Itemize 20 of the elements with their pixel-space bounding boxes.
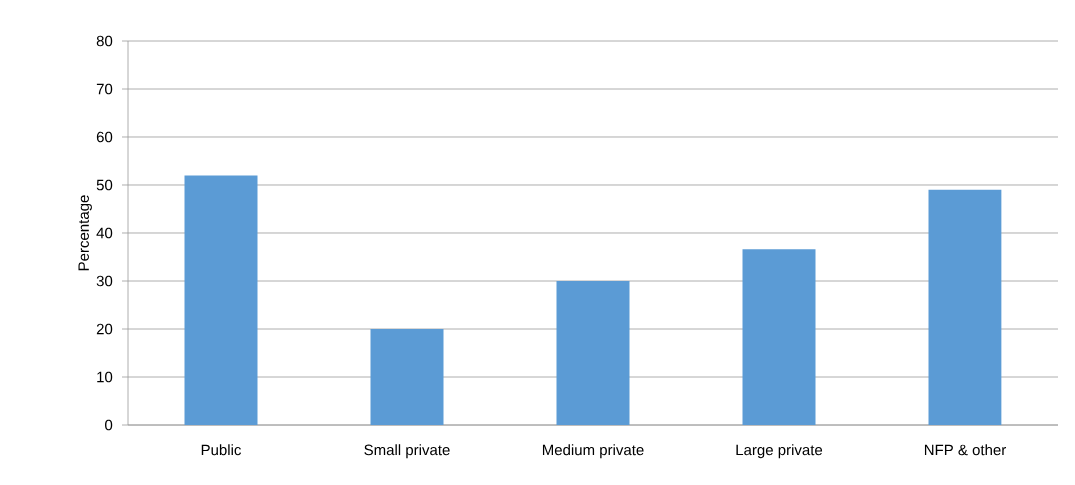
bar bbox=[184, 175, 258, 425]
y-tick-label: 30 bbox=[96, 275, 113, 287]
y-tick-label: 0 bbox=[105, 419, 113, 431]
x-tick-label: Large private bbox=[736, 444, 823, 459]
y-tick-label: 40 bbox=[96, 227, 113, 239]
bar bbox=[928, 189, 1002, 425]
x-tick-label: Medium private bbox=[542, 444, 644, 459]
x-tick-label: Small private bbox=[364, 444, 450, 459]
y-tick-label: 80 bbox=[96, 35, 113, 47]
y-tick-label: 50 bbox=[96, 179, 113, 191]
y-tick-label: 10 bbox=[97, 371, 113, 383]
x-tick-label: NFP & other bbox=[924, 444, 1006, 456]
bar bbox=[370, 329, 444, 425]
y-axis-title: Percentage bbox=[78, 195, 92, 271]
bar bbox=[742, 249, 816, 425]
y-tick-label: 70 bbox=[96, 83, 113, 95]
y-tick-label: 20 bbox=[96, 323, 113, 335]
bar bbox=[556, 281, 630, 425]
y-tick-label: 60 bbox=[96, 131, 113, 143]
x-tick-label: Public bbox=[201, 444, 242, 456]
